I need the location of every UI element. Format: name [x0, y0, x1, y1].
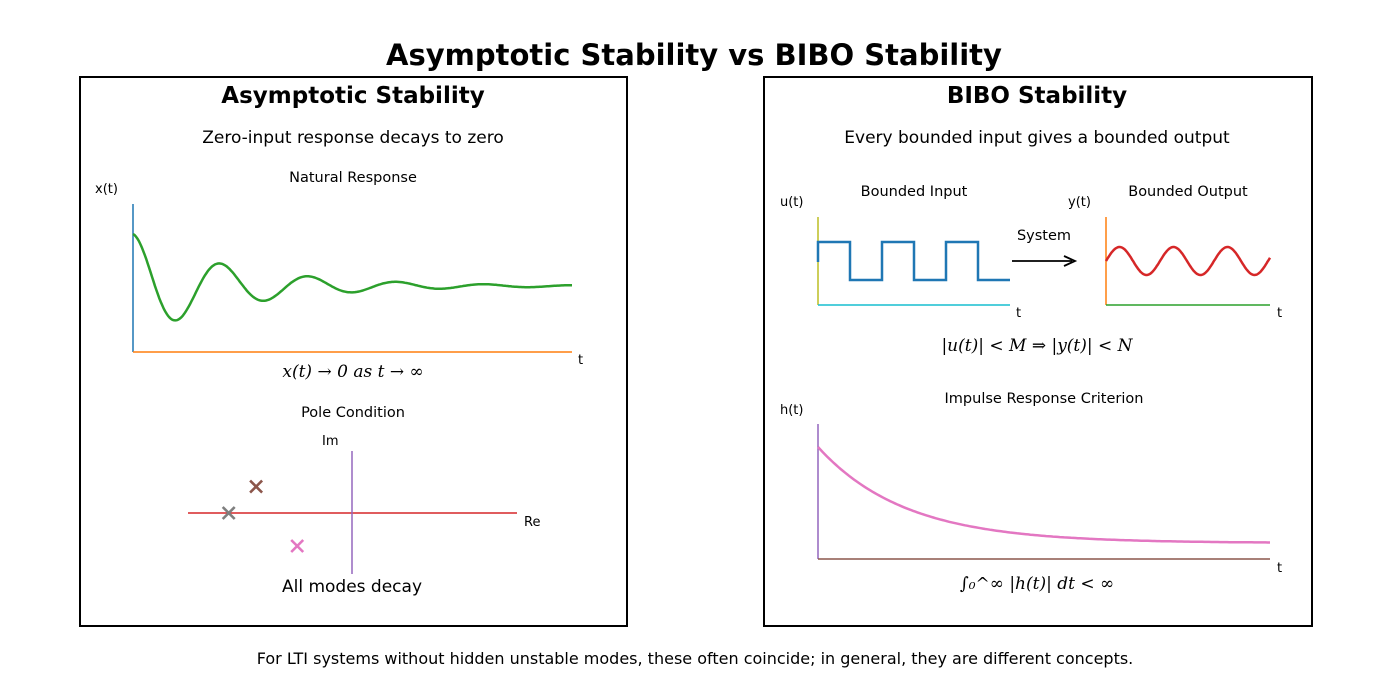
natural-response-equation: x(t) → 0 as t → ∞	[282, 362, 423, 382]
natural-response-ylabel: x(t)	[95, 182, 118, 197]
natural-response-xlabel: t	[578, 353, 584, 368]
output-plot-xlabel: t	[1277, 306, 1283, 321]
input-plot-xlabel: t	[1016, 306, 1022, 321]
system-arrow-head	[1063, 255, 1078, 267]
pole-marker	[221, 506, 236, 520]
natural-response-title: Natural Response	[289, 170, 417, 186]
page-title: Asymptotic Stability vs BIBO Stability	[386, 38, 1002, 72]
input-plot-title: Bounded Input	[860, 184, 968, 200]
input-square-wave	[816, 240, 1010, 282]
output-plot-ylabel: y(t)	[1068, 195, 1091, 210]
pole-caption: All modes decay	[281, 577, 423, 597]
bound-equation: |u(t)| < M ⇒ |y(t)| < N	[941, 336, 1132, 356]
left-panel-heading: Asymptotic Stability	[221, 83, 485, 109]
output-plot-title: Bounded Output	[1128, 184, 1248, 200]
left-panel	[79, 76, 628, 627]
pole-im-label: Im	[322, 434, 339, 449]
pole-marker	[290, 539, 305, 553]
footer-note: For LTI systems without hidden unstable …	[256, 649, 1134, 668]
right-panel-subheading: Every bounded input gives a bounded outp…	[844, 128, 1230, 148]
pole-marker	[249, 479, 264, 494]
impulse-title: Impulse Response Criterion	[944, 391, 1144, 407]
natural-response-curve	[132, 232, 572, 322]
system-label: System	[1016, 228, 1072, 244]
impulse-response-curve	[817, 446, 1270, 544]
input-plot-ylabel: u(t)	[780, 195, 804, 210]
bound-equation-text: |u(t)| < M ⇒ |y(t)| < N	[941, 336, 1133, 356]
right-panel	[763, 76, 1313, 627]
impulse-criterion: ∫₀^∞ |h(t)| dt < ∞	[960, 574, 1114, 594]
impulse-ylabel: h(t)	[780, 403, 804, 418]
output-sine-wave	[1104, 245, 1272, 277]
right-panel-heading: BIBO Stability	[946, 83, 1128, 109]
impulse-criterion-text: ∫₀^∞ |h(t)| dt < ∞	[959, 574, 1115, 594]
left-panel-subheading: Zero-input response decays to zero	[202, 128, 504, 148]
pole-re-label: Re	[524, 515, 541, 530]
pole-condition-title: Pole Condition	[301, 405, 405, 421]
natural-response-equation-text: x(t) → 0 as t → ∞	[282, 362, 424, 382]
impulse-xlabel: t	[1277, 561, 1283, 576]
